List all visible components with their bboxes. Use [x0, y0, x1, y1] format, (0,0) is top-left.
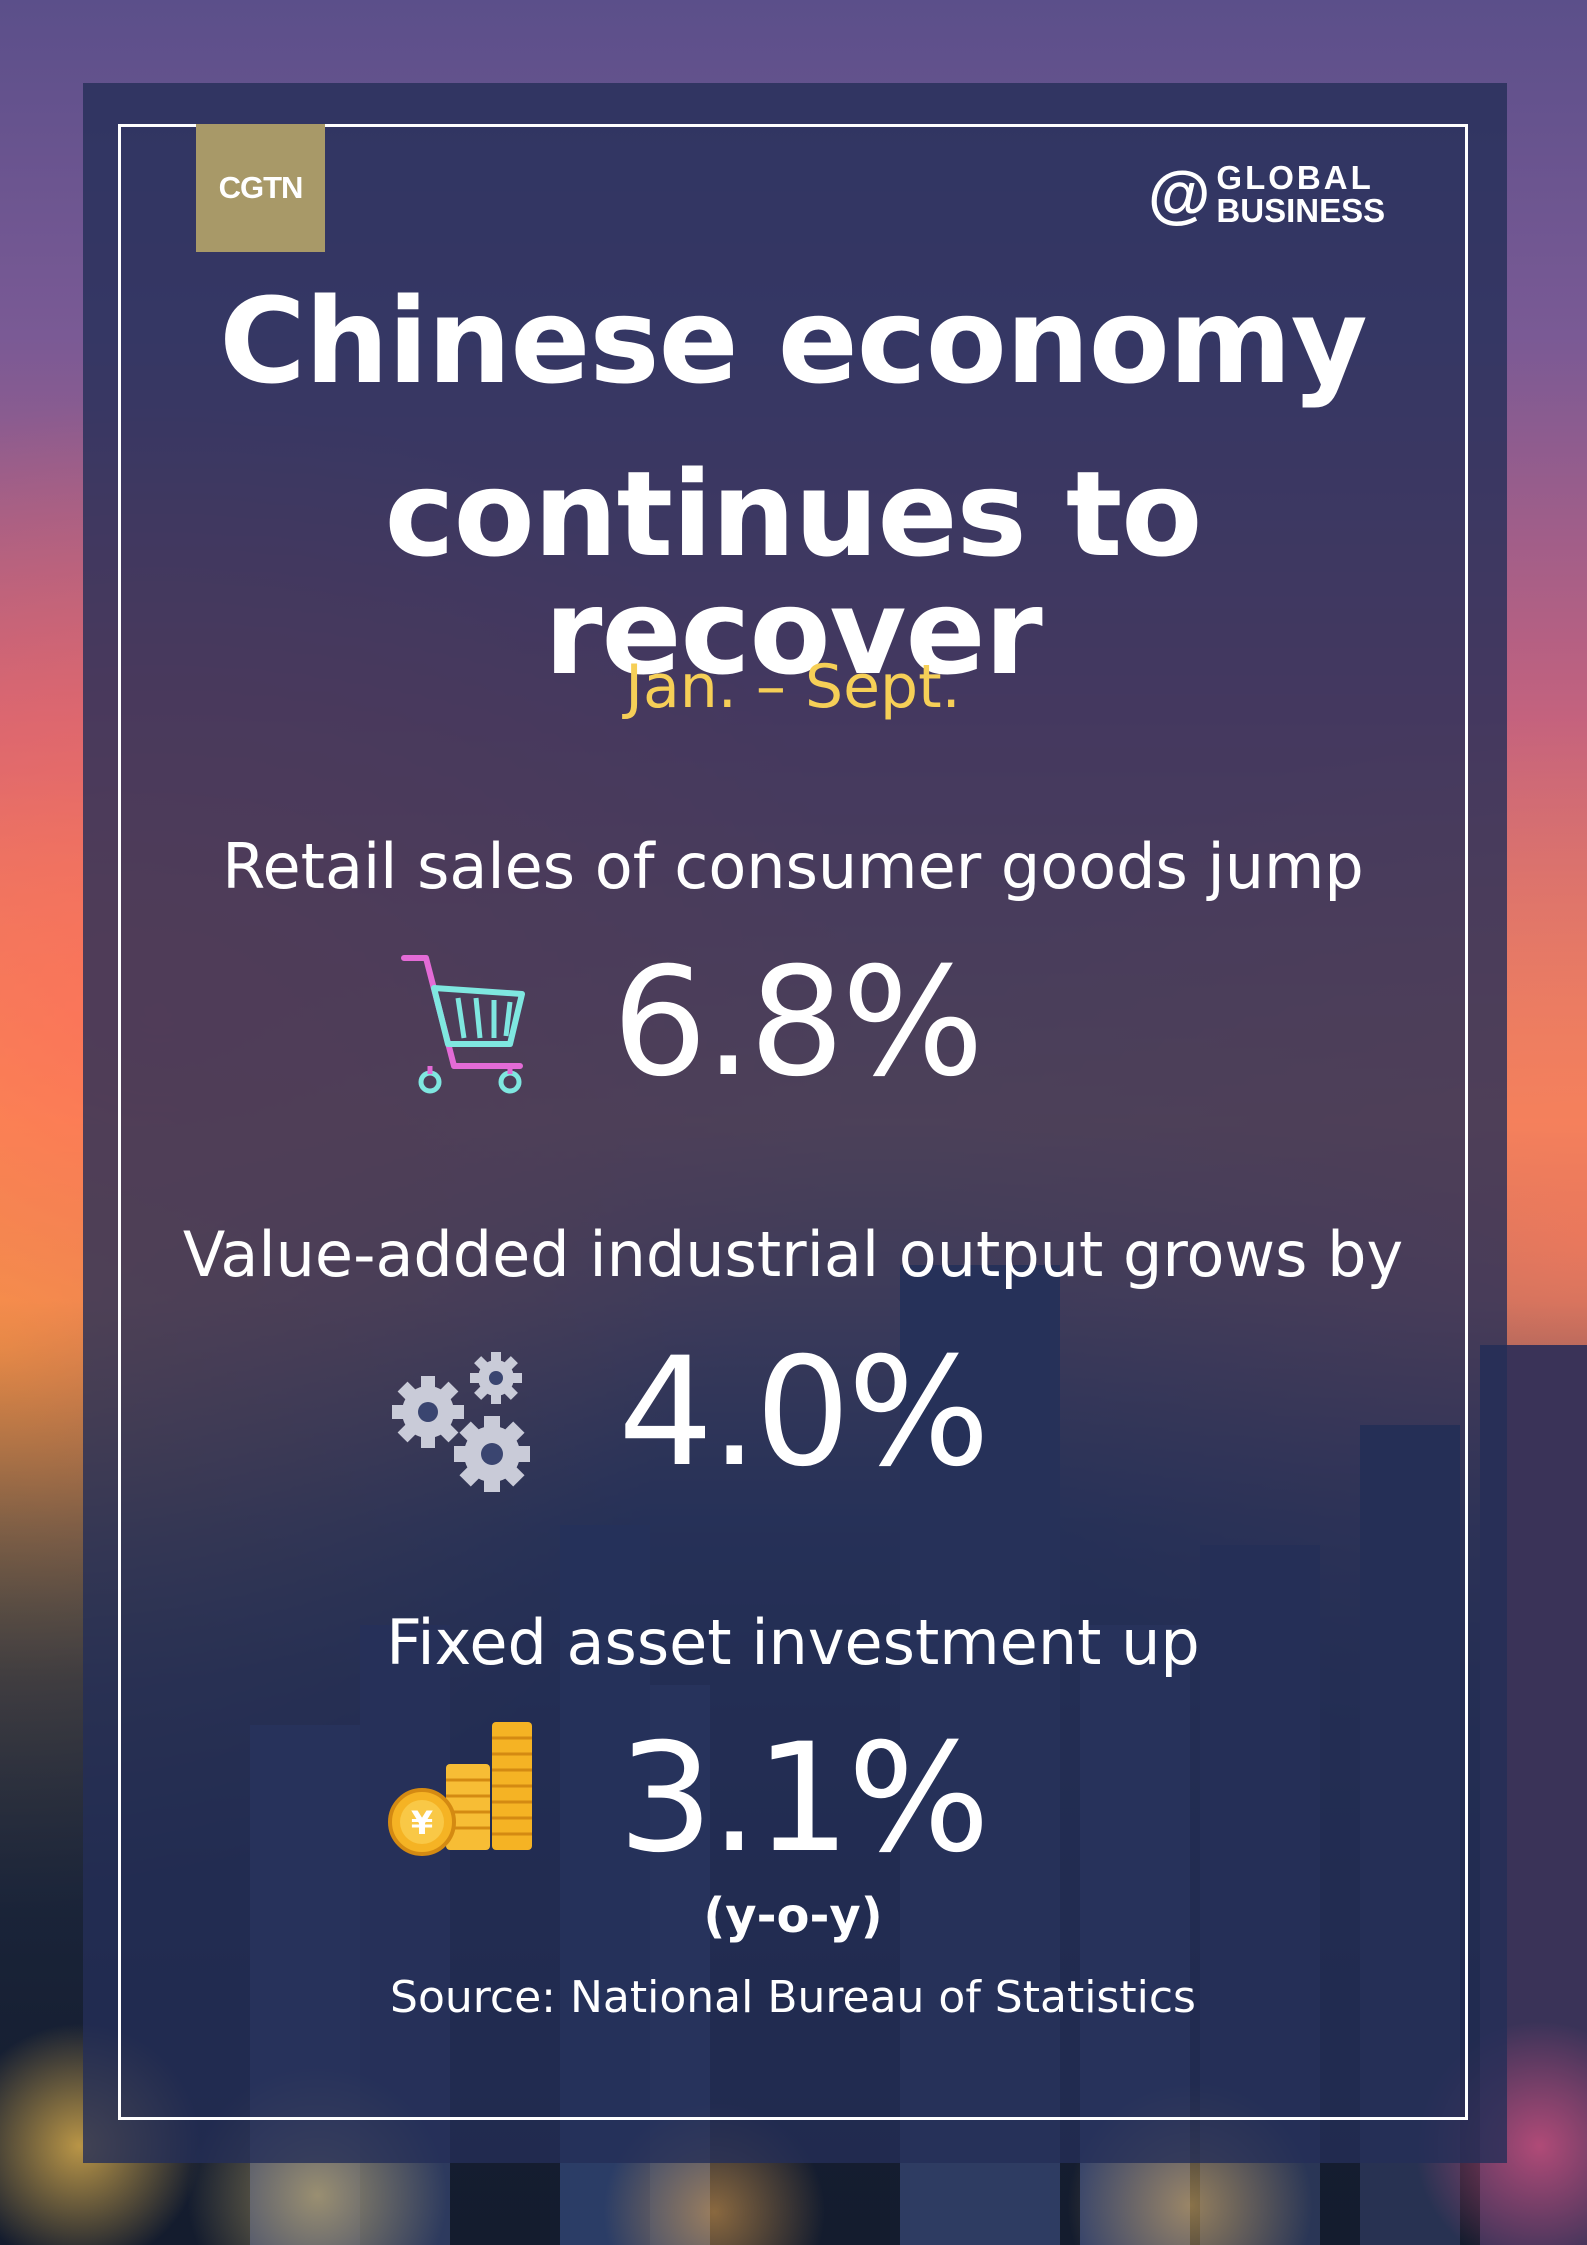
source-credit: Source: National Bureau of Statistics — [390, 1972, 1196, 2023]
stat-industrial-value: 4.0% — [618, 1326, 990, 1500]
shopping-cart-icon — [401, 955, 525, 1094]
cgtn-logo-text: CGTN — [218, 170, 304, 205]
headline-line-2: continues to recover — [384, 445, 1203, 701]
stat-investment-label: Fixed asset investment up — [386, 1606, 1200, 1679]
coin-stacks-icon: ¥ — [388, 1722, 532, 1856]
stat-retail-label: Retail sales of consumer goods jump — [222, 830, 1364, 903]
at-sign-logo-mark: @ — [1148, 158, 1211, 230]
period-label: Jan. – Sept. — [625, 652, 961, 722]
headline-line-1: Chinese economy — [219, 272, 1367, 410]
gears-icon — [392, 1352, 530, 1492]
global-business-logo: @ GLOBAL BUSINESS — [1148, 156, 1398, 232]
cgtn-logo: CGTN — [196, 124, 325, 252]
content-panel — [83, 83, 1507, 2163]
logo-word-business: BUSINESS — [1216, 192, 1386, 229]
white-frame — [118, 124, 1468, 2120]
stat-industrial-label: Value-added industrial output grows by — [182, 1218, 1404, 1291]
yoy-note: (y-o-y) — [703, 1888, 883, 1944]
stat-investment-value: 3.1% — [618, 1712, 990, 1886]
stat-retail-value: 6.8% — [612, 936, 984, 1110]
logo-word-global: GLOBAL — [1216, 159, 1374, 196]
svg-text:¥: ¥ — [411, 1804, 433, 1842]
